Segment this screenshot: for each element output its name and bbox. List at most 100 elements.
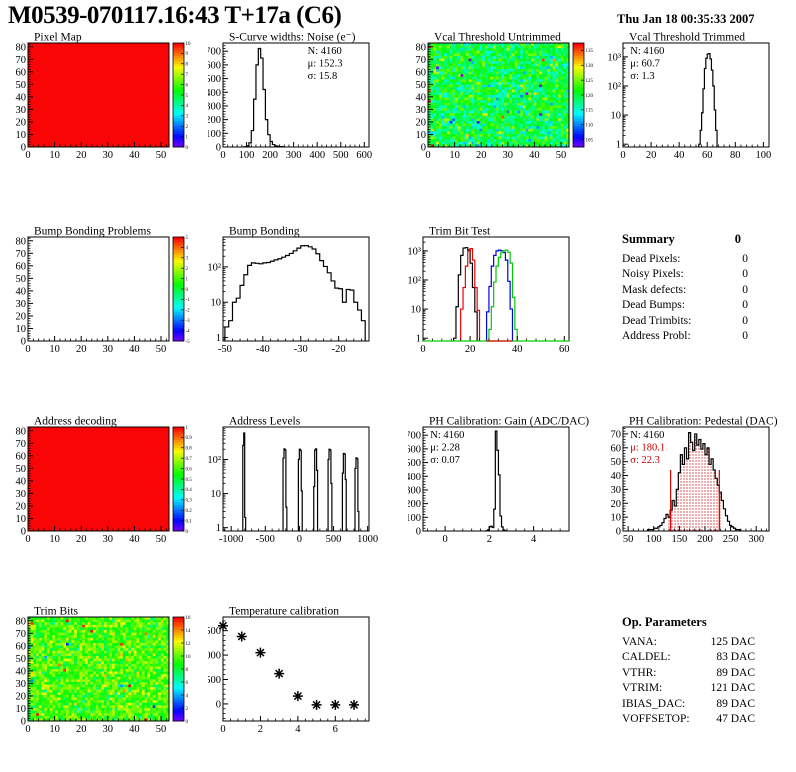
plot-address-levels: -1000 -500 0 500 1000 1 10 10² Address Levels [207, 415, 404, 560]
stats-line: μ: 60.7 [630, 59, 660, 70]
data-marker [292, 691, 303, 702]
plot-vcal-untrimmed: 135 130 125 120 115 110 105 0 10 20 30 40 50 0 10 20 30 4… [408, 31, 604, 176]
page-title: M0539-070117.16:43 T+17a (C6) [8, 2, 342, 29]
op-parameter-label: CALDEL: [622, 651, 671, 664]
svg-text:60: 60 [416, 67, 427, 78]
stats-line: σ: 1.3 [630, 71, 654, 82]
svg-text:20: 20 [646, 150, 657, 161]
svg-text:20: 20 [611, 499, 622, 510]
s-curve-noise-canvas: 0 100 200 300 400 500 600 0 100 200 300 400 500 600 70… [205, 32, 372, 162]
svg-text:10²: 10² [408, 275, 421, 286]
svg-text:9: 9 [186, 52, 189, 57]
svg-text:10²: 10² [608, 81, 621, 92]
data-marker [255, 647, 266, 658]
svg-text:70: 70 [16, 55, 27, 66]
stats-line: μ: 2.28 [430, 443, 460, 454]
svg-text:150: 150 [671, 534, 687, 545]
plot-title: S-Curve widths: Noise (e⁻) [229, 32, 356, 44]
svg-text:50: 50 [623, 534, 634, 545]
svg-text:1: 1 [216, 523, 221, 534]
svg-text:10: 10 [411, 305, 422, 316]
svg-text:0: 0 [420, 344, 425, 355]
stats-line: N: 4160 [430, 430, 464, 441]
svg-text:40: 40 [16, 286, 27, 297]
svg-text:-500: -500 [256, 534, 275, 545]
svg-text:80: 80 [416, 42, 427, 53]
op-parameter-row: IBIAS_DAC: 89 DAC [622, 697, 755, 712]
stats-line: N: 4160 [630, 430, 664, 441]
stats-line: N: 4160 [308, 46, 342, 57]
svg-text:7: 7 [186, 73, 189, 78]
summary-label: Address Probl: [622, 330, 691, 343]
svg-text:0.4: 0.4 [186, 488, 193, 493]
svg-text:-1000: -1000 [219, 534, 244, 545]
svg-text:700: 700 [208, 47, 221, 58]
svg-text:0: 0 [416, 527, 421, 538]
summary-row: Dead Bumps: 0 [622, 298, 748, 313]
svg-text:-3: -3 [186, 319, 191, 324]
svg-text:0: 0 [186, 530, 189, 535]
svg-text:0: 0 [186, 146, 189, 151]
summary-value: 0 [742, 330, 748, 343]
svg-text:60: 60 [16, 67, 27, 78]
svg-text:-2: -2 [186, 309, 191, 314]
svg-text:10³: 10³ [608, 52, 621, 63]
svg-text:600: 600 [208, 60, 221, 71]
op-parameter-value: 125 DAC [710, 636, 755, 648]
svg-text:10: 10 [49, 150, 60, 161]
op-parameter-value: 83 DAC [716, 651, 755, 664]
svg-text:80: 80 [730, 150, 741, 161]
summary-label: Dead Bumps: [622, 299, 685, 312]
svg-text:115: 115 [586, 109, 594, 114]
plot-temperature: 0246050010001500Temperature calibration [200, 605, 404, 750]
data-marker [349, 699, 360, 710]
svg-text:30: 30 [503, 150, 514, 161]
svg-text:20: 20 [16, 311, 27, 322]
svg-text:0.7: 0.7 [186, 457, 193, 462]
svg-text:2: 2 [186, 125, 189, 130]
summary-heading: Summary [622, 232, 675, 246]
svg-text:0.9: 0.9 [186, 436, 193, 441]
svg-text:0: 0 [216, 143, 221, 154]
svg-text:70: 70 [16, 439, 27, 450]
svg-text:300: 300 [286, 150, 302, 161]
address-decoding-canvas: 10.90.80.70.60.50.40.30.20.100 10 20 30 40 50… [16, 416, 193, 546]
report-datetime: Thu Jan 18 00:35:33 2007 [617, 12, 755, 26]
svg-text:400: 400 [208, 88, 221, 99]
plot-title: Vcal Threshold Untrimmed [434, 32, 561, 44]
svg-text:40: 40 [512, 344, 523, 355]
svg-text:0.8: 0.8 [186, 447, 193, 452]
summary-row: Dead Trimbits: 0 [622, 314, 748, 329]
ph-pedestal-canvas: 50 100 150 200 250 300 0 10 20 30 40 50 60 70 N: 4160 μ… [611, 416, 778, 546]
svg-text:100: 100 [208, 129, 221, 140]
svg-text:5: 5 [186, 94, 189, 99]
svg-text:60: 60 [16, 261, 27, 272]
op-parameter-row: VANA: 125 DAC [622, 635, 755, 650]
svg-text:1: 1 [186, 426, 189, 431]
plot-title: PH Calibration: Pedestal (DAC) [629, 416, 778, 428]
svg-text:500: 500 [326, 534, 342, 545]
svg-text:50: 50 [556, 150, 567, 161]
svg-text:20: 20 [16, 117, 27, 128]
plot-bump-problems: 5 4 3 2 1 0 -1 -2 -3 -4 -5 0 10 20 30 40 50 0 10 20 30 40 50 60… [8, 225, 204, 370]
svg-text:10: 10 [186, 42, 192, 47]
svg-text:40: 40 [129, 344, 140, 355]
svg-text:125: 125 [586, 79, 594, 84]
svg-text:10: 10 [49, 344, 60, 355]
address-levels-canvas: -1000 -500 0 500 1000 1 10 10² Address Levels [207, 416, 378, 546]
svg-text:40: 40 [416, 92, 427, 103]
svg-text:-5: -5 [186, 340, 191, 345]
svg-text:0: 0 [25, 150, 30, 161]
op-parameter-value: 89 DAC [716, 697, 755, 710]
svg-text:700: 700 [408, 431, 421, 442]
svg-text:130: 130 [586, 64, 594, 69]
svg-text:30: 30 [103, 150, 114, 161]
svg-text:1: 1 [186, 135, 189, 140]
svg-text:4: 4 [186, 104, 189, 109]
svg-text:20: 20 [465, 344, 476, 355]
svg-text:4: 4 [531, 534, 537, 545]
plot-title: Temperature calibration [229, 606, 339, 618]
svg-text:50: 50 [156, 150, 167, 161]
